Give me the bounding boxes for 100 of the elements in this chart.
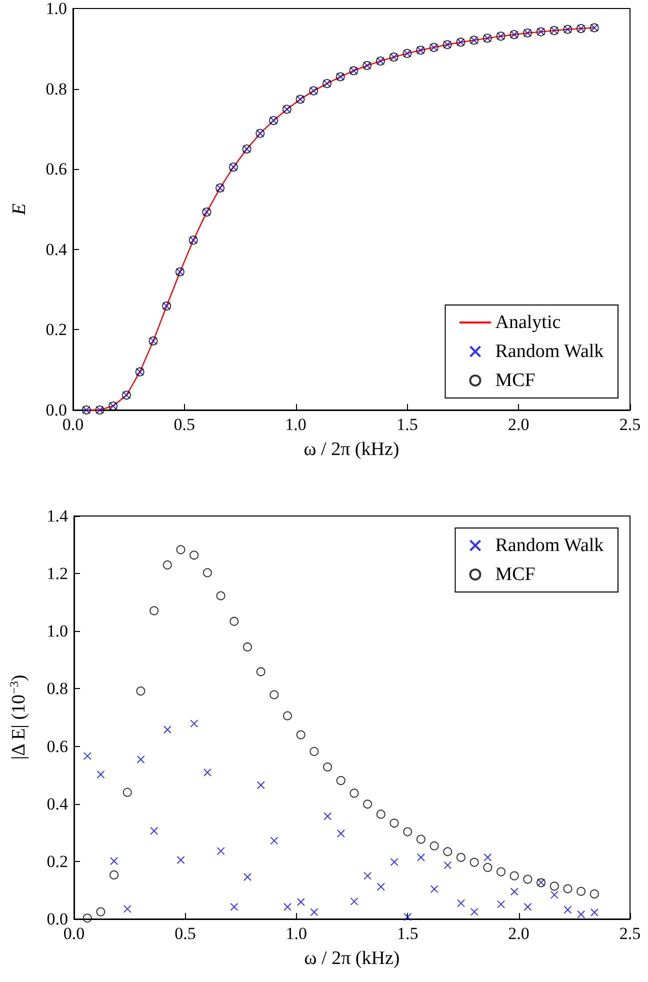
point	[510, 888, 518, 896]
point	[310, 908, 318, 916]
y-tick-label: 0.4	[46, 240, 68, 259]
point	[163, 726, 172, 734]
y-axis-title: |Δ E| (10−3)	[7, 674, 30, 760]
point	[82, 914, 92, 923]
y-tick-label: 1.4	[46, 506, 68, 526]
point	[150, 606, 159, 616]
point	[550, 890, 558, 899]
point	[444, 861, 452, 870]
x-tick-label: 0.5	[174, 924, 196, 943]
point	[310, 746, 319, 756]
point	[470, 858, 479, 867]
point	[122, 788, 132, 797]
x-axis-title: ω / 2π (kHz)	[304, 948, 400, 969]
legend-label: Analytic	[495, 312, 561, 333]
point	[284, 902, 292, 911]
point	[363, 800, 372, 809]
point	[256, 781, 265, 790]
point	[563, 884, 572, 894]
y-tick-label: 0.6	[46, 736, 68, 756]
point	[416, 853, 425, 862]
point	[190, 550, 199, 560]
point	[590, 908, 598, 916]
point	[230, 902, 238, 911]
point	[564, 906, 572, 914]
y-tick-label: 1.2	[46, 564, 68, 584]
point	[270, 690, 279, 700]
y-tick-label: 0.6	[46, 160, 67, 179]
point	[283, 711, 292, 720]
point	[110, 857, 118, 866]
x-axis-title: ω / 2π (kHz)	[304, 439, 400, 460]
y-tick-label: 0.2	[46, 852, 68, 871]
point	[150, 826, 158, 835]
point	[390, 858, 398, 866]
point	[336, 830, 345, 838]
point	[242, 642, 252, 652]
point	[336, 776, 346, 786]
point	[190, 720, 198, 728]
point	[590, 889, 599, 898]
point	[296, 730, 306, 740]
point	[524, 902, 532, 911]
point	[484, 853, 492, 862]
x-tick-label: 0.5	[174, 415, 196, 434]
legend-label: Random Walk	[495, 535, 604, 556]
y-axis-title: E	[9, 203, 30, 216]
point	[136, 756, 145, 764]
y-tick-label: 1.0	[46, 622, 68, 641]
point	[376, 810, 386, 819]
legend-label: MCF	[495, 370, 536, 391]
point	[443, 847, 452, 856]
x-tick-label: 1.5	[396, 415, 418, 434]
point	[483, 862, 492, 872]
point	[456, 852, 466, 862]
x-tick-label: 2.5	[619, 924, 641, 943]
point	[390, 818, 399, 828]
x-tick-label: 1.5	[396, 924, 418, 943]
point	[350, 788, 359, 798]
point	[243, 872, 252, 881]
point	[496, 867, 506, 876]
y-tick-label: 0.8	[46, 79, 67, 98]
point	[550, 882, 559, 891]
y-tick-label: 1.0	[46, 0, 67, 18]
point	[404, 912, 412, 921]
point	[497, 900, 506, 908]
x-tick-label: 2.0	[508, 924, 530, 943]
point	[176, 856, 185, 864]
x-tick-label: 1.0	[285, 415, 306, 434]
y-tick-label: 0.4	[46, 794, 68, 814]
point	[576, 886, 586, 896]
point	[230, 616, 239, 626]
point	[256, 667, 266, 676]
point	[110, 870, 119, 880]
point	[456, 899, 465, 908]
point	[350, 897, 358, 906]
point	[324, 812, 332, 820]
point	[136, 686, 146, 696]
point	[216, 847, 225, 856]
x-tick-label: 1.0	[286, 924, 308, 943]
y-tick-label: 0.8	[46, 679, 68, 698]
point	[416, 834, 426, 844]
point	[216, 591, 226, 600]
point	[83, 752, 92, 760]
point	[577, 910, 586, 918]
point	[176, 545, 186, 554]
point	[96, 907, 106, 916]
point	[296, 898, 305, 906]
point	[510, 871, 519, 880]
legend-label: MCF	[495, 564, 536, 585]
point	[430, 841, 439, 850]
point	[123, 904, 132, 913]
point	[376, 882, 385, 891]
point	[364, 872, 372, 880]
point	[430, 885, 438, 894]
point	[523, 874, 532, 884]
point	[470, 908, 478, 916]
point	[162, 560, 172, 570]
point	[96, 770, 105, 778]
x-tick-label: 2.5	[619, 415, 641, 434]
y-tick-label: 0.2	[46, 320, 67, 340]
